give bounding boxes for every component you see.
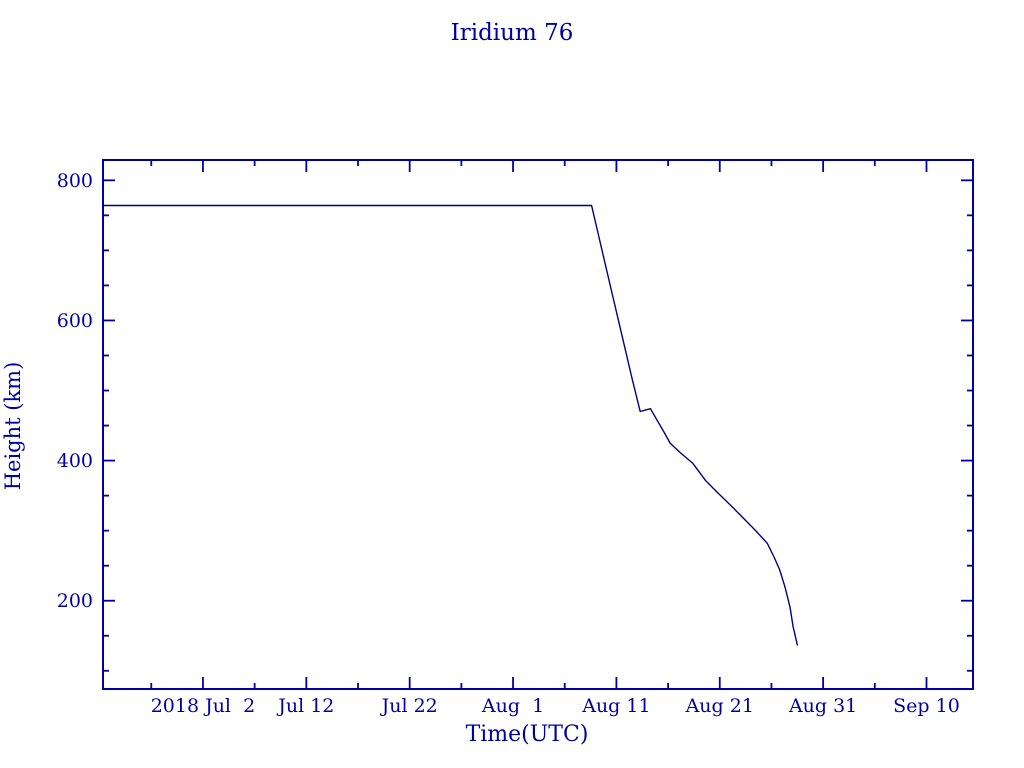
x-tick-label: Sep 10 xyxy=(893,695,960,717)
x-tick-label: 2018 Jul 2 xyxy=(151,695,256,717)
height-decay-line xyxy=(102,204,798,646)
y-tick-label: 800 xyxy=(57,170,93,192)
y-tick-label: 400 xyxy=(57,450,93,472)
plot-frame xyxy=(102,159,974,690)
x-tick-label: Aug 11 xyxy=(581,695,650,717)
x-tick-label: Jul 22 xyxy=(380,695,438,717)
data-series xyxy=(102,204,798,646)
x-tick-label: Jul 12 xyxy=(276,695,334,717)
axis-ticks xyxy=(103,160,973,689)
plot-axes xyxy=(102,159,974,690)
chart-title: Iridium 76 xyxy=(451,20,574,46)
y-tick-label: 600 xyxy=(57,310,93,332)
x-tick-label: Aug 31 xyxy=(788,695,857,717)
axis-tick-labels: 2018 Jul 2 Jul 12 Jul 22 Aug 1 Aug 11 Aug 21 A… xyxy=(57,170,960,717)
x-axis-title: Time(UTC) xyxy=(466,722,589,747)
y-axis-title: Height (km) xyxy=(1,362,25,491)
y-tick-label: 200 xyxy=(57,590,93,612)
x-tick-label: Aug 1 xyxy=(481,695,544,717)
x-tick-label: Aug 21 xyxy=(685,695,754,717)
